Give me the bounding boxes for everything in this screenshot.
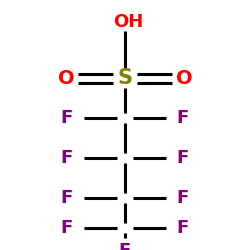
Text: F: F <box>61 149 73 167</box>
Text: O: O <box>58 68 74 87</box>
Text: O: O <box>176 68 192 87</box>
Text: F: F <box>177 109 189 127</box>
Text: F: F <box>177 219 189 237</box>
Text: F: F <box>61 109 73 127</box>
Text: F: F <box>61 219 73 237</box>
Text: S: S <box>118 68 132 88</box>
Text: OH: OH <box>113 13 143 31</box>
Text: F: F <box>177 149 189 167</box>
Text: F: F <box>61 189 73 207</box>
Text: F: F <box>177 189 189 207</box>
Text: F: F <box>119 242 131 250</box>
